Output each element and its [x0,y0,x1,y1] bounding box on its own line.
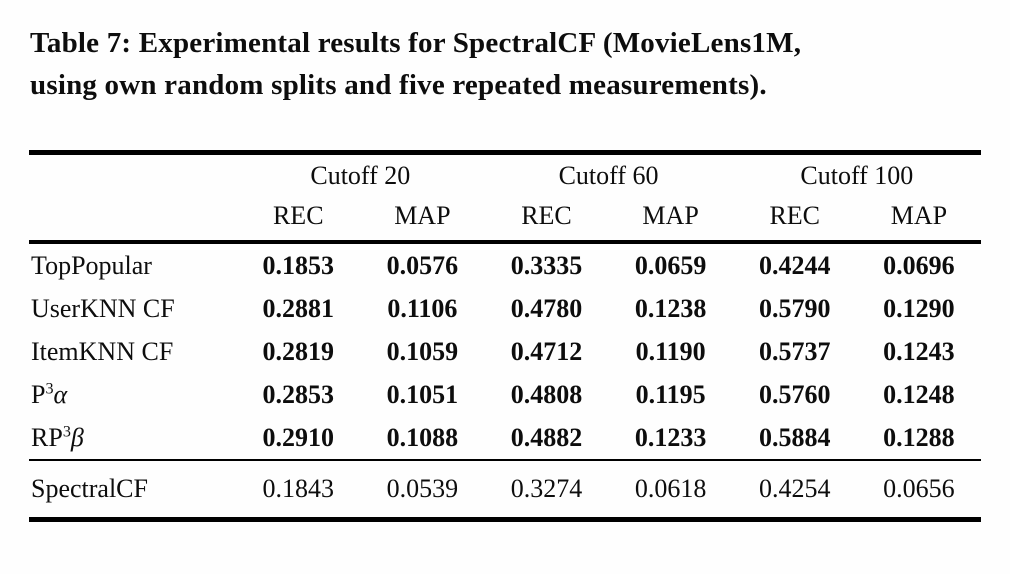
method-label: TopPopular [31,250,152,280]
map-subheader: MAP [608,196,733,244]
label-superscript: 3 [45,379,54,397]
metric-cell: 0.0656 [883,474,955,503]
metric-cell: 0.4780 [510,293,583,323]
cutoff-20-group-header: Cutoff 20 [310,160,411,190]
metric-cell: 0.0696 [883,250,955,280]
metric-cell: 0.1248 [883,379,955,409]
cutoff-60-group-header: Cutoff 60 [558,160,659,190]
empty-header-cell [29,153,236,197]
metric-cell: 0.1288 [856,416,981,461]
caption-line-2: using own random splits and five repeate… [30,69,767,101]
spectralcf-row-group: SpectralCF 0.1843 0.0539 0.3274 0.0618 0… [29,460,981,520]
metric-cell: 0.0618 [634,474,707,503]
metric-cell: 0.3274 [510,474,583,503]
table-row: RP3β 0.2910 0.1088 0.4882 0.1233 0.5884 … [29,416,981,461]
table-row: P3α 0.2853 0.1051 0.4808 0.1195 0.5760 0… [29,373,981,416]
metric-cell: 0.1088 [360,416,485,461]
empty-header-cell [29,196,237,244]
metric-cell: 0.1843 [262,474,335,503]
method-label: P3α [31,379,68,409]
map-subheader: MAP [856,196,981,244]
metric-cell: 0.3335 [510,250,583,280]
metric-cell: 0.0539 [386,474,459,503]
method-label: UserKNN CF [31,293,175,323]
metric-cell: 0.2853 [262,379,335,409]
table-header: Cutoff 20 Cutoff 60 Cutoff 100 REC MAP R… [29,153,981,244]
metric-cell: 0.2819 [262,336,335,366]
metric-cell: 0.1051 [386,379,459,409]
metric-cell: 0.1238 [634,293,707,323]
table-row: ItemKNN CF 0.2819 0.1059 0.4712 0.1190 0… [29,330,981,373]
metric-cell: 0.5884 [732,416,857,461]
method-label: SpectralCF [31,474,148,503]
metric-cell: 0.4254 [758,474,831,503]
table-caption: Table 7: Experimental results for Spectr… [30,22,982,106]
metric-cell: 0.4808 [510,379,583,409]
label-greek: α [53,379,68,409]
metric-cell: 0.5790 [758,293,831,323]
cutoff-group-row: Cutoff 20 Cutoff 60 Cutoff 100 [29,153,981,197]
metric-cell: 0.1853 [262,250,335,280]
metric-cell: 0.4882 [484,416,609,461]
metric-cell: 0.1233 [608,416,733,461]
method-label: ItemKNN CF [31,336,174,366]
metric-cell: 0.0659 [634,250,707,280]
map-subheader: MAP [360,196,485,244]
rec-subheader: REC [484,196,609,244]
label-greek: β [70,422,84,452]
metric-cell: 0.2881 [262,293,335,323]
metric-cell: 0.1059 [386,336,459,366]
metric-cell: 0.4244 [758,250,831,280]
metric-cell: 0.4712 [510,336,583,366]
metric-cell: 0.0576 [386,250,459,280]
metric-cell: 0.2910 [236,416,361,461]
table-row: UserKNN CF 0.2881 0.1106 0.4780 0.1238 0… [29,287,981,330]
rec-subheader: REC [236,196,361,244]
rec-subheader: REC [732,196,857,244]
metric-cell: 0.1195 [635,379,706,409]
method-label: RP3β [29,416,237,461]
table-row: SpectralCF 0.1843 0.0539 0.3274 0.0618 0… [29,460,981,520]
metric-cell: 0.5737 [758,336,831,366]
metric-cell: 0.1106 [387,293,458,323]
table-row: TopPopular 0.1853 0.0576 0.3335 0.0659 0… [29,242,981,287]
cutoff-100-group-header: Cutoff 100 [800,160,914,190]
metric-cell: 0.5760 [758,379,831,409]
metric-cell: 0.1290 [883,293,955,323]
metric-cell: 0.1243 [883,336,955,366]
results-table: Cutoff 20 Cutoff 60 Cutoff 100 REC MAP R… [29,150,981,522]
baseline-rows: TopPopular 0.1853 0.0576 0.3335 0.0659 0… [29,242,981,461]
metric-cell: 0.1190 [635,336,706,366]
label-superscript: 3 [62,422,71,440]
caption-line-1: Table 7: Experimental results for Spectr… [30,27,802,59]
metric-subheader-row: REC MAP REC MAP REC MAP [29,196,981,244]
